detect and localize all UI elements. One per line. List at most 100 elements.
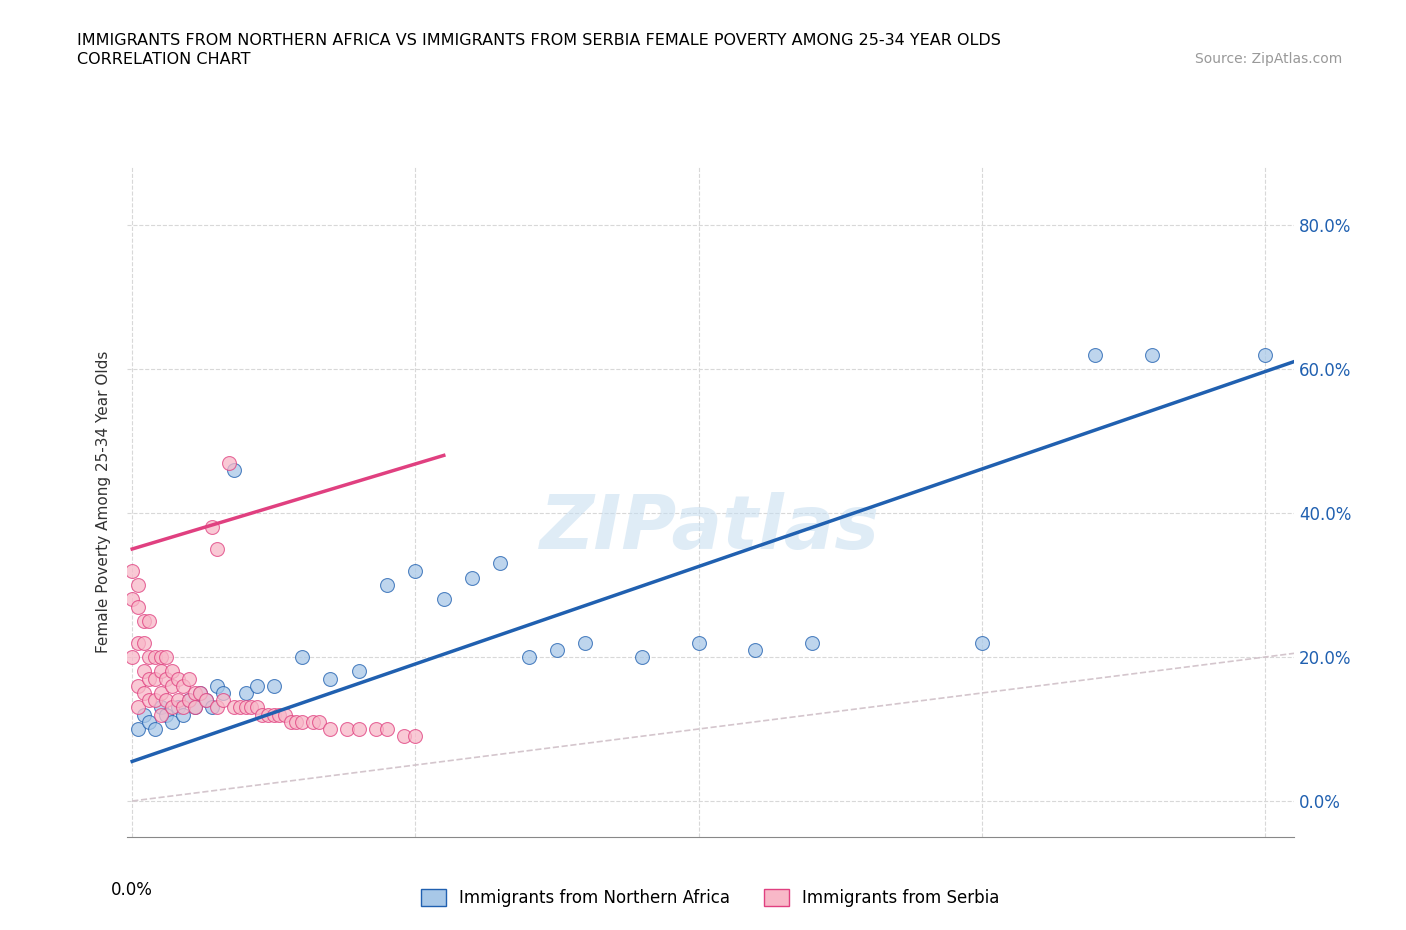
Point [302, 714, 325, 729]
Point [138, 614, 160, 629]
Point [132, 614, 155, 629]
Point [143, 671, 166, 686]
Point [211, 685, 233, 700]
Point [205, 700, 228, 715]
Point [160, 664, 183, 679]
Point [252, 707, 274, 722]
Point [143, 649, 166, 664]
Point [224, 462, 246, 477]
Point [183, 700, 205, 715]
Point [246, 700, 269, 715]
Point [138, 714, 160, 729]
Point [336, 722, 359, 737]
Point [155, 671, 177, 686]
Point [218, 455, 240, 470]
Point [1140, 347, 1163, 362]
Point [280, 714, 302, 729]
Point [183, 700, 205, 715]
Point [263, 707, 285, 722]
Point [138, 649, 160, 664]
Point [127, 722, 149, 737]
Point [205, 541, 228, 556]
Point [149, 707, 172, 722]
Point [132, 635, 155, 650]
Point [291, 714, 314, 729]
Point [127, 700, 149, 715]
Point [200, 700, 222, 715]
Point [224, 700, 246, 715]
Point [160, 678, 183, 693]
Point [149, 649, 172, 664]
Point [517, 649, 540, 664]
Text: Source: ZipAtlas.com: Source: ZipAtlas.com [1195, 52, 1343, 66]
Point [263, 678, 285, 693]
Point [246, 678, 269, 693]
Text: CORRELATION CHART: CORRELATION CHART [77, 52, 250, 67]
Point [172, 678, 194, 693]
Point [274, 707, 297, 722]
Point [155, 707, 177, 722]
Point [240, 700, 263, 715]
Point [127, 635, 149, 650]
Point [970, 635, 993, 650]
Point [308, 714, 330, 729]
Point [166, 700, 188, 715]
Point [461, 570, 484, 585]
Text: IMMIGRANTS FROM NORTHERN AFRICA VS IMMIGRANTS FROM SERBIA FEMALE POVERTY AMONG 2: IMMIGRANTS FROM NORTHERN AFRICA VS IMMIG… [77, 33, 1001, 47]
Point [188, 685, 211, 700]
Point [229, 700, 252, 715]
Point [177, 671, 200, 686]
Legend: Immigrants from Northern Africa, Immigrants from Serbia: Immigrants from Northern Africa, Immigra… [412, 881, 1008, 916]
Point [404, 729, 426, 744]
Point [121, 564, 143, 578]
Point [149, 685, 172, 700]
Point [138, 671, 160, 686]
Point [155, 693, 177, 708]
Point [489, 556, 512, 571]
Point [149, 664, 172, 679]
Point [132, 707, 155, 722]
Point [155, 649, 177, 664]
Point [138, 693, 160, 708]
Point [143, 722, 166, 737]
Text: 0.0%: 0.0% [111, 881, 153, 898]
Y-axis label: Female Poverty Among 25-34 Year Olds: Female Poverty Among 25-34 Year Olds [96, 351, 111, 654]
Point [160, 700, 183, 715]
Point [347, 722, 370, 737]
Point [257, 707, 280, 722]
Point [127, 599, 149, 614]
Point [801, 635, 824, 650]
Point [143, 693, 166, 708]
Point [172, 707, 194, 722]
Point [194, 693, 217, 708]
Point [364, 722, 387, 737]
Point [121, 592, 143, 607]
Point [375, 722, 398, 737]
Point [121, 649, 143, 664]
Point [347, 664, 370, 679]
Point [200, 520, 222, 535]
Point [205, 678, 228, 693]
Point [291, 649, 314, 664]
Point [183, 685, 205, 700]
Point [319, 671, 342, 686]
Point [433, 592, 456, 607]
Point [269, 707, 291, 722]
Point [546, 643, 568, 658]
Point [188, 685, 211, 700]
Point [132, 685, 155, 700]
Point [631, 649, 654, 664]
Point [574, 635, 596, 650]
Point [132, 664, 155, 679]
Point [177, 693, 200, 708]
Point [235, 700, 257, 715]
Point [375, 578, 398, 592]
Point [1084, 347, 1107, 362]
Point [235, 685, 257, 700]
Point [172, 700, 194, 715]
Point [744, 643, 766, 658]
Point [404, 564, 426, 578]
Point [392, 729, 415, 744]
Point [194, 693, 217, 708]
Point [127, 578, 149, 592]
